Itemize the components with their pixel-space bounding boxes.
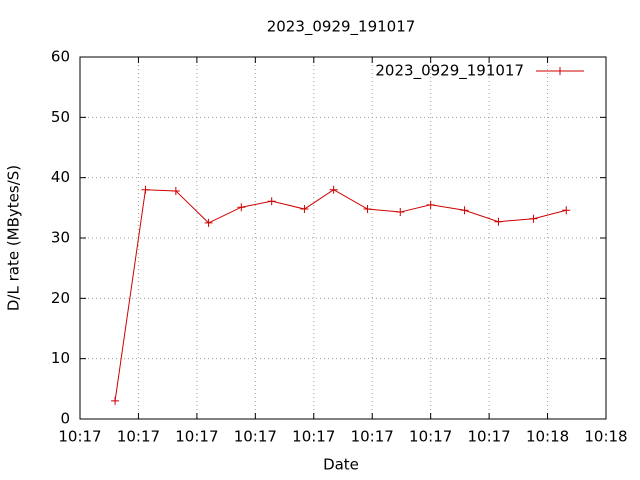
y-tick-label: 20 bbox=[51, 289, 70, 307]
x-tick-label: 10:17 bbox=[351, 428, 394, 446]
x-axis-label: Date bbox=[323, 456, 359, 474]
y-tick-label: 50 bbox=[51, 108, 70, 126]
point bbox=[529, 214, 538, 223]
point bbox=[237, 203, 246, 212]
point bbox=[396, 208, 405, 217]
point bbox=[562, 206, 571, 215]
x-tick-label: 10:17 bbox=[467, 428, 510, 446]
x-tick-label: 10:18 bbox=[526, 428, 569, 446]
point bbox=[171, 186, 180, 195]
x-tick-label: 10:17 bbox=[409, 428, 452, 446]
point bbox=[267, 197, 276, 206]
legend-label: 2023_0929_191017 bbox=[375, 62, 524, 81]
x-tick-label: 10:18 bbox=[584, 428, 627, 446]
y-tick-label: 0 bbox=[60, 410, 70, 428]
point bbox=[426, 200, 435, 209]
y-tick-label: 60 bbox=[51, 48, 70, 66]
point bbox=[363, 205, 372, 214]
x-tick-label: 10:17 bbox=[175, 428, 218, 446]
legend-marker bbox=[556, 67, 564, 75]
y-tick-label: 40 bbox=[51, 168, 70, 186]
y-tick-label: 10 bbox=[51, 349, 70, 367]
point bbox=[111, 396, 120, 405]
point bbox=[494, 217, 503, 226]
chart-title: 2023_0929_191017 bbox=[267, 18, 416, 37]
y-tick-label: 30 bbox=[51, 229, 70, 247]
y-axis-label: D/L rate (MBytes/S) bbox=[5, 165, 23, 311]
point bbox=[300, 205, 309, 214]
point bbox=[141, 185, 150, 194]
plot-frame bbox=[79, 56, 607, 420]
point bbox=[204, 218, 213, 227]
point bbox=[460, 206, 469, 215]
x-tick-label: 10:17 bbox=[234, 428, 277, 446]
x-tick-label: 10:17 bbox=[117, 428, 160, 446]
x-tick-label: 10:17 bbox=[292, 428, 335, 446]
point bbox=[329, 185, 338, 194]
x-tick-label: 10:17 bbox=[58, 428, 101, 446]
